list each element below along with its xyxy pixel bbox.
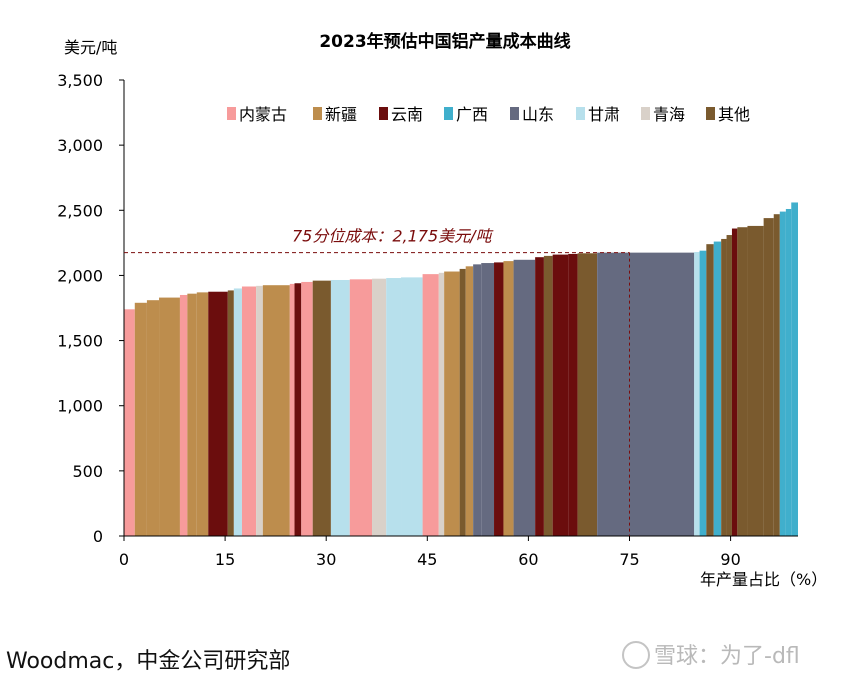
bar [543, 255, 553, 536]
y-tick-label: 3,000 [57, 136, 103, 155]
legend-swatch [379, 107, 388, 120]
watermark-text: 雪球：为了-dfl [654, 644, 800, 669]
watermark: 雪球：为了-dfl [622, 638, 800, 671]
bar [779, 211, 786, 537]
bar [513, 259, 536, 536]
legend-label: 其他 [718, 105, 750, 124]
bar [713, 241, 722, 536]
bar [535, 257, 544, 536]
y-tick-label: 3,500 [57, 71, 103, 90]
bar [694, 251, 700, 536]
legend-label: 甘肃 [588, 105, 620, 124]
bar [262, 285, 290, 536]
bar [386, 278, 402, 536]
bar [312, 280, 331, 536]
bar [289, 283, 295, 536]
legend-swatch [313, 107, 322, 120]
legend-swatch [706, 107, 715, 120]
bar [737, 227, 748, 537]
x-tick-label: 30 [316, 550, 336, 569]
legend-label: 青海 [653, 105, 685, 124]
bar [187, 293, 197, 536]
bar [494, 262, 504, 536]
y-axis-label: 美元/吨 [64, 38, 117, 57]
legend-label: 云南 [391, 105, 423, 124]
bar [372, 278, 387, 536]
bar [699, 250, 707, 536]
y-tick-label: 1,000 [57, 397, 103, 416]
bar [208, 291, 228, 536]
bar [330, 279, 350, 536]
x-axis-ticks: 0 15 30 45 60 75 90 [119, 536, 741, 569]
bar [159, 297, 180, 536]
legend-swatch [227, 107, 236, 120]
legend-swatch [576, 107, 585, 120]
bar [179, 294, 188, 536]
bar [747, 225, 764, 537]
legend-label: 山东 [522, 105, 554, 124]
legend-label: 广西 [456, 105, 488, 124]
bar [568, 253, 578, 536]
bar [503, 261, 514, 536]
y-axis-ticks: 0 500 1,000 1,500 2,000 2,500 3,000 3,500 [57, 71, 124, 546]
y-tick-label: 500 [72, 462, 103, 481]
bar [577, 253, 598, 536]
reference-line-label: 75分位成本：2,175美元/吨 [292, 227, 495, 246]
bars-group [124, 202, 798, 537]
y-tick-label: 2,500 [57, 201, 103, 220]
bar [597, 252, 695, 536]
x-tick-label: 45 [417, 550, 437, 569]
bar [233, 288, 242, 536]
legend-label: 内蒙古 [239, 105, 287, 124]
snowball-logo-icon [622, 641, 650, 669]
bar [124, 309, 135, 536]
bar [134, 302, 147, 536]
bar [791, 202, 798, 536]
legend: 内蒙古 新疆 云南 广西 山东 甘肃 青海 其他 [227, 105, 750, 124]
x-tick-label: 0 [119, 550, 129, 569]
bar [227, 290, 234, 536]
bar [721, 238, 727, 536]
legend-swatch [510, 107, 519, 120]
bar [473, 264, 482, 536]
bar [552, 254, 569, 536]
bar [773, 214, 780, 537]
y-tick-label: 1,500 [57, 332, 103, 351]
bar [301, 281, 313, 536]
legend-swatch [641, 107, 650, 120]
x-tick-label: 60 [518, 550, 538, 569]
bar [438, 272, 445, 536]
bar [241, 286, 257, 536]
legend-label: 新疆 [325, 105, 357, 124]
bar [422, 274, 439, 536]
bar [349, 279, 373, 536]
legend-swatch [444, 107, 453, 120]
chart-title: 2023年预估中国铝产量成本曲线 [319, 31, 570, 52]
bar [146, 300, 160, 536]
bar [785, 208, 792, 537]
bar [444, 271, 460, 536]
x-tick-label: 75 [619, 550, 639, 569]
y-tick-label: 2,000 [57, 266, 103, 285]
y-tick-label: 0 [93, 527, 103, 546]
bar [294, 283, 302, 536]
bar [256, 285, 263, 536]
bar [731, 228, 738, 537]
bar [481, 263, 495, 536]
source-note: Woodmac，中金公司研究部 [6, 649, 291, 674]
x-axis-label: 年产量占比（%） [700, 570, 827, 589]
x-tick-label: 90 [720, 550, 740, 569]
bar [706, 244, 714, 536]
bar [401, 277, 423, 536]
bar [459, 268, 466, 536]
bar [726, 235, 732, 537]
x-tick-label: 15 [215, 550, 235, 569]
bar [196, 292, 209, 536]
bar [763, 218, 774, 537]
bar [465, 266, 474, 536]
